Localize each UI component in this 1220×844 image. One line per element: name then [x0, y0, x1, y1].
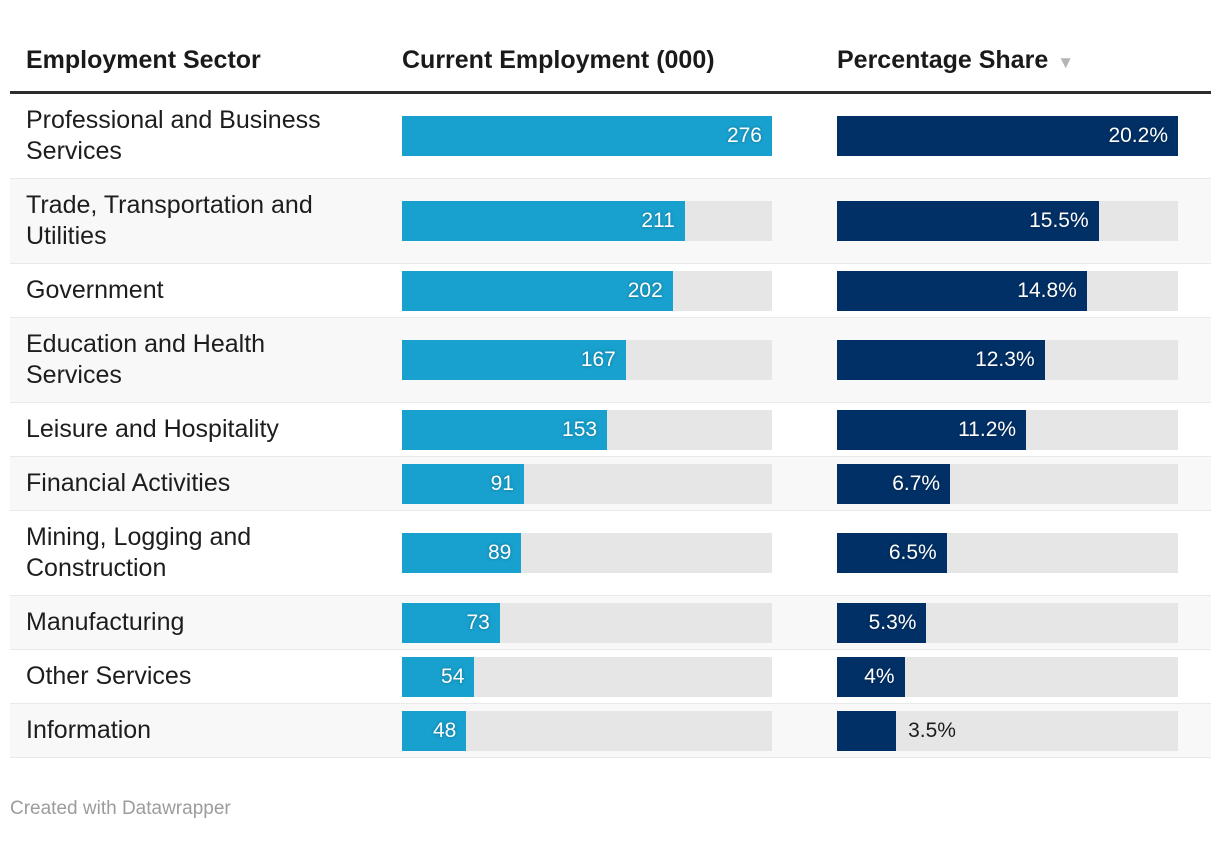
share-bar-track: 3.5% — [837, 710, 1178, 751]
employment-bar-track: 153 — [402, 409, 772, 450]
share-value-label: 15.5% — [1029, 209, 1089, 232]
share-bar-track: 12.3% — [837, 340, 1178, 380]
employment-value-label: 91 — [490, 471, 514, 495]
sector-label: Information — [26, 716, 152, 744]
share-bar-track: 15.5% — [837, 201, 1178, 241]
sector-label: Mining, Logging and Construction — [26, 523, 252, 582]
table-header: Employment Sector Current Employment (00… — [10, 0, 1211, 91]
employment-value-label: 202 — [627, 278, 663, 302]
column-header-share[interactable]: Percentage Share ▼ — [837, 46, 1178, 75]
column-header-sector[interactable]: Employment Sector — [26, 46, 261, 74]
sector-label: Education and Health Services — [26, 330, 266, 389]
employment-bar-track: 167 — [402, 340, 772, 380]
table-row: Government 202 14.8% — [10, 264, 1211, 318]
share-bar-track: 6.7% — [837, 463, 1178, 504]
employment-bar: 276 — [402, 116, 772, 156]
table-row: Trade, Transportation and Utilities 211 … — [10, 179, 1211, 264]
employment-bar-track: 276 — [402, 116, 772, 156]
share-value-label: 12.3% — [975, 348, 1035, 371]
share-value-label: 11.2% — [958, 417, 1017, 441]
employment-bar: 153 — [402, 409, 608, 450]
employment-value-label: 276 — [726, 124, 762, 147]
share-value-label: 6.7% — [892, 471, 941, 495]
table-row: Education and Health Services 167 12.3% — [10, 318, 1211, 403]
employment-bar-track: 54 — [402, 656, 772, 697]
sector-label: Trade, Transportation and Utilities — [26, 191, 313, 250]
share-bar-track: 6.5% — [837, 533, 1178, 573]
share-bar: 20.2% — [837, 116, 1178, 156]
employment-bar: 167 — [402, 340, 626, 380]
employment-bar-track: 202 — [402, 270, 772, 311]
column-header-employment[interactable]: Current Employment (000) — [402, 46, 715, 74]
employment-value-label: 211 — [641, 209, 675, 232]
sector-label: Leisure and Hospitality — [26, 415, 279, 443]
table-row: Other Services 54 4% — [10, 650, 1211, 704]
table-row: Information 48 3.5% — [10, 704, 1211, 758]
employment-bar: 202 — [402, 270, 673, 311]
share-bar: 6.5% — [837, 533, 947, 573]
employment-bar: 48 — [402, 710, 467, 751]
share-value-label: 5.3% — [868, 610, 917, 634]
employment-value-label: 54 — [441, 664, 465, 688]
share-bar: 4% — [837, 656, 905, 697]
column-header-share-label: Percentage Share — [837, 46, 1049, 74]
employment-value-label: 48 — [432, 718, 457, 742]
sector-label: Financial Activities — [26, 469, 231, 497]
employment-bar: 54 — [402, 656, 475, 697]
header-divider — [10, 91, 1211, 94]
sort-descending-icon[interactable]: ▼ — [1057, 53, 1075, 72]
sector-label: Other Services — [26, 662, 192, 690]
employment-bar: 89 — [402, 533, 522, 573]
share-bar: 6.7% — [837, 463, 951, 504]
share-bar: 12.3% — [837, 340, 1045, 380]
table-row: Financial Activities 91 6.7% — [10, 457, 1211, 511]
employment-value-label: 89 — [487, 541, 512, 564]
share-value-label: 6.5% — [888, 541, 937, 564]
employment-bar: 91 — [402, 463, 524, 504]
table-row: Mining, Logging and Construction 89 6.5% — [10, 511, 1211, 596]
employment-bar-track: 89 — [402, 533, 772, 573]
employment-value-label: 73 — [466, 610, 490, 634]
share-bar: 3.5% — [837, 710, 956, 751]
share-value-label: 4% — [864, 664, 895, 688]
sector-label: Government — [26, 276, 164, 304]
share-bar-track: 14.8% — [837, 270, 1178, 311]
employment-bar-track: 73 — [402, 602, 772, 643]
share-bar-track: 11.2% — [837, 409, 1178, 450]
share-bar: 14.8% — [837, 270, 1087, 311]
share-bar-track: 4% — [837, 656, 1178, 697]
employment-value-label: 167 — [580, 348, 616, 371]
sector-label: Professional and Business Services — [26, 106, 321, 165]
share-value-label: 3.5% — [908, 718, 956, 742]
footer: Created with Datawrapper — [0, 758, 1220, 820]
share-bar-track: 5.3% — [837, 602, 1178, 643]
employment-bar-track: 91 — [402, 463, 772, 504]
table-row: Leisure and Hospitality 153 11.2% — [10, 403, 1211, 457]
table: Employment Sector Current Employment (00… — [10, 0, 1211, 758]
employment-bar: 211 — [402, 201, 685, 241]
share-bar: 5.3% — [837, 602, 927, 643]
share-bar: 15.5% — [837, 201, 1099, 241]
employment-bar: 73 — [402, 602, 500, 643]
employment-bar-track: 211 — [402, 201, 772, 241]
sector-label: Manufacturing — [26, 608, 185, 636]
employment-value-label: 153 — [562, 417, 598, 441]
datawrapper-credit-link[interactable]: Created with Datawrapper — [10, 798, 231, 819]
employment-bar-track: 48 — [402, 710, 772, 751]
table-row: Professional and Business Services 276 2… — [10, 94, 1211, 179]
table-body: Professional and Business Services 276 2… — [10, 94, 1211, 758]
share-bar-track: 20.2% — [837, 116, 1178, 156]
share-bar: 11.2% — [837, 409, 1027, 450]
table-row: Manufacturing 73 5.3% — [10, 596, 1211, 650]
share-value-label: 20.2% — [1108, 124, 1168, 147]
share-value-label: 14.8% — [1017, 278, 1077, 302]
